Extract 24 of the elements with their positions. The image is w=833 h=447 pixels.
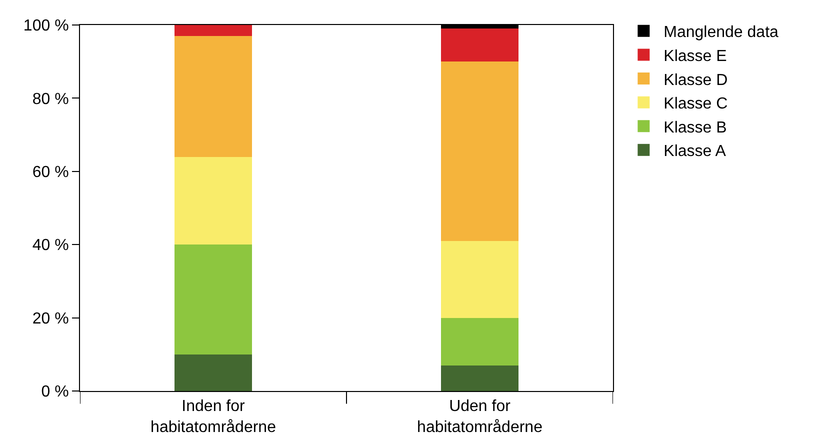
bar	[174, 156, 252, 245]
y-tick-label: 80 %	[32, 90, 69, 108]
legend-label: Klasse E	[664, 48, 727, 65]
x-tick-label: Inden for habitatområderne	[150, 398, 276, 436]
y-tick-label: 0 %	[41, 384, 69, 401]
y-tick-label: 60 %	[32, 164, 69, 181]
bar	[441, 318, 518, 366]
legend-label: Klasse D	[664, 72, 728, 89]
bar	[441, 240, 518, 318]
y-tick-label: 20 %	[32, 310, 69, 328]
bar	[174, 25, 252, 36]
x-tick-label: Uden for habitatområderne	[417, 398, 543, 436]
legend-label: Manglende data	[664, 24, 779, 42]
y-tick-label: 100 %	[23, 18, 69, 35]
bar	[174, 36, 252, 157]
bar	[174, 244, 252, 354]
y-tick-label: 40 %	[32, 237, 69, 254]
legend-label: Klasse A	[664, 143, 726, 160]
legend-label: Klasse C	[664, 96, 728, 113]
bar	[441, 28, 518, 62]
bar	[174, 354, 252, 391]
bar	[441, 365, 518, 391]
bar	[441, 62, 518, 241]
legend-label: Klasse B	[664, 119, 727, 136]
